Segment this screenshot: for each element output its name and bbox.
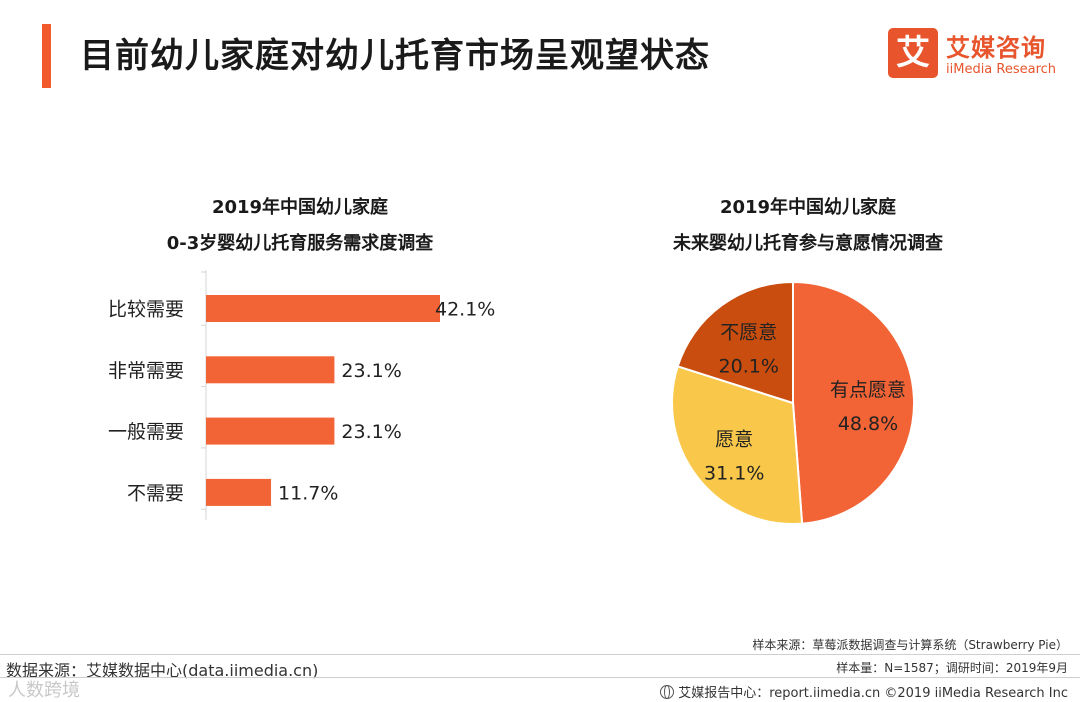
bar-value-label: 23.1% <box>341 360 401 382</box>
bar-chart: 比较需要 42.1% 非常需要 23.1% 一般需要 23.1% 不需要 11.7% <box>108 270 495 521</box>
bar-value-label: 11.7% <box>278 482 338 504</box>
footer-divider-top <box>0 654 1080 655</box>
bar-category-label: 不需要 <box>127 482 184 504</box>
pie-slice-2 <box>671 365 804 526</box>
bar-category-label: 非常需要 <box>108 360 184 382</box>
logo-mark-icon: 艾 <box>888 28 938 78</box>
report-center: 艾媒报告中心：report.iimedia.cn ©2019 iiMedia R… <box>660 682 1068 701</box>
page-title: 目前幼儿家庭对幼儿托育市场呈观望状态 <box>80 36 710 76</box>
pie-slice-1 <box>792 280 916 525</box>
pie-chart-title: 2019年中国幼儿家庭 未来婴幼儿托育参与意愿情况调查 <box>608 190 1008 262</box>
sample-info: 样本量：N=1587；调研时间：2019年9月 <box>836 661 1068 675</box>
pie-chart-title-line2: 未来婴幼儿托育参与意愿情况调查 <box>673 233 943 254</box>
bar-category-label: 比较需要 <box>108 299 184 321</box>
logo-cn-text: 艾媒咨询 <box>946 34 1046 62</box>
sample-source: 样本来源：草莓派数据调查与计算系统（Strawberry Pie） <box>752 638 1068 652</box>
report-center-text: 艾媒报告中心：report.iimedia.cn ©2019 iiMedia R… <box>678 686 1068 701</box>
pie-slice-value: 31.1% <box>704 463 764 485</box>
bar-value-label: 42.1% <box>435 299 495 321</box>
title-accent-bar <box>42 24 51 88</box>
globe-icon <box>660 685 675 699</box>
data-source: 数据来源：艾媒数据中心(data.iimedia.cn) <box>6 661 319 680</box>
bar-chart-title-line1: 2019年中国幼儿家庭 <box>211 197 389 218</box>
bar-4 <box>206 478 272 506</box>
bar-3 <box>206 417 335 445</box>
bar-chart-title-line2: 0-3岁婴幼儿托育服务需求度调查 <box>166 233 434 254</box>
pie-slice-label: 愿意 <box>715 429 753 451</box>
watermark: 人数跨境 <box>8 680 80 701</box>
bar-value-label: 23.1% <box>341 421 401 443</box>
pie-slice-label: 不愿意 <box>720 321 777 343</box>
bar-2 <box>206 356 335 384</box>
bar-1 <box>206 295 440 322</box>
logo-en-text: iiMedia Research <box>946 62 1057 77</box>
pie-slice-label: 有点愿意 <box>830 379 906 401</box>
pie-slice-value: 20.1% <box>719 355 779 377</box>
bar-chart-title: 2019年中国幼儿家庭 0-3岁婴幼儿托育服务需求度调查 <box>100 190 500 262</box>
pie-chart-title-line1: 2019年中国幼儿家庭 <box>719 197 897 218</box>
pie-slice-value: 48.8% <box>838 413 898 435</box>
pie-chart: 有点愿意 48.8% 愿意 31.1% 不愿意 20.1% <box>671 280 916 526</box>
bar-category-label: 一般需要 <box>108 421 184 443</box>
iimedia-logo: 艾 艾媒咨询 iiMedia Research <box>888 28 1068 80</box>
footer-divider-bottom <box>0 677 1080 678</box>
pie-slice-3 <box>676 280 794 405</box>
